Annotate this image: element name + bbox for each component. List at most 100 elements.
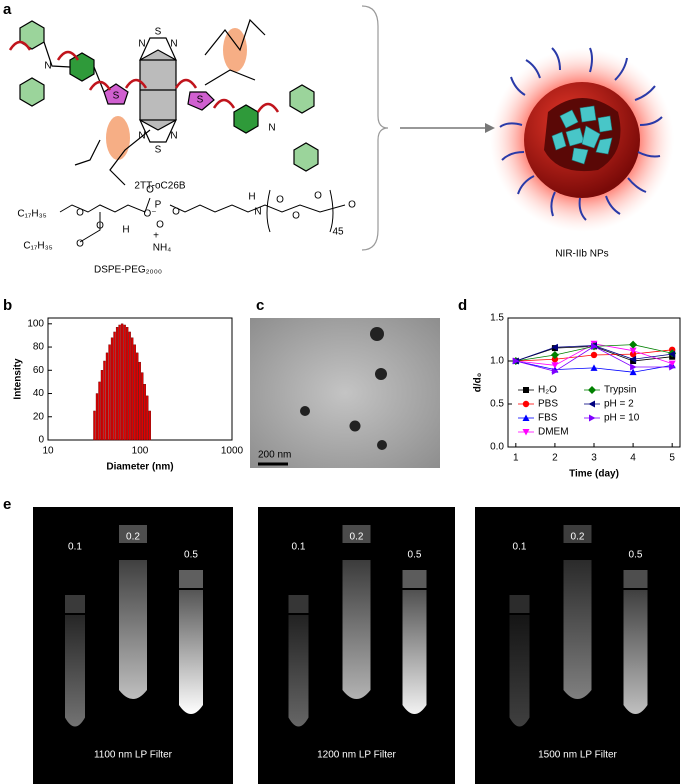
x-tick-label: 5: [669, 453, 675, 464]
brace: [361, 5, 389, 251]
legend-label: pH = 10: [604, 413, 640, 424]
lipid-atom-label: +: [153, 231, 159, 242]
x-axis-label: Time (day): [569, 469, 619, 480]
x-tick-label: 1000: [221, 446, 244, 457]
lipid-atom-label: O: [276, 195, 284, 206]
bar: [133, 344, 136, 441]
tube-cap: [119, 525, 147, 543]
lipid-atom-label: NH₄: [153, 243, 172, 254]
y-tick-label: 0.0: [490, 442, 504, 453]
lipid-atom-label: P: [155, 200, 162, 211]
legend-marker: [522, 429, 530, 436]
atom-label: N: [268, 123, 275, 134]
marker: [590, 364, 598, 371]
nanoparticle: [490, 47, 674, 232]
bar: [98, 381, 101, 441]
legend-label: FBS: [538, 413, 558, 424]
lipid-atom-label: O: [156, 220, 164, 231]
marker: [512, 357, 520, 365]
atom-label: N: [138, 131, 145, 142]
legend-label: H₂O: [538, 385, 557, 396]
molecule-label: 2TT-oC26B: [134, 181, 185, 192]
scale-bar-label: 200 nm: [258, 450, 291, 461]
y-tick-label: 20: [33, 411, 45, 422]
bar: [128, 331, 131, 441]
bar: [120, 323, 124, 441]
bar: [108, 344, 111, 441]
lipid-atom-label: O: [292, 211, 300, 222]
lipid-atom-label: C₁₇H₃₅: [23, 241, 52, 252]
lipid-atom-label: 45: [332, 227, 344, 238]
tube-cap: [65, 595, 85, 613]
marker: [551, 367, 559, 375]
bar: [130, 337, 134, 441]
bar: [115, 327, 119, 441]
tube: [623, 590, 648, 714]
legend-label: DMEM: [538, 427, 569, 438]
tube: [179, 590, 203, 714]
atom-label: S: [113, 91, 120, 102]
tube: [119, 560, 147, 699]
lipid-atom-label: O: [96, 221, 104, 232]
lipid-atom-label: O: [76, 239, 84, 250]
tube-cap: [563, 525, 592, 543]
legend-marker: [588, 386, 596, 394]
legend-label: PBS: [538, 399, 558, 410]
tube: [509, 615, 530, 727]
bar: [146, 395, 149, 441]
tube: [563, 560, 592, 699]
plot-frame: [507, 317, 681, 448]
x-tick-label: 1: [513, 453, 519, 464]
y-tick-label: 0.5: [490, 399, 504, 410]
bar: [141, 372, 144, 441]
concentration-label: 0.5: [629, 550, 643, 561]
y-tick-label: 1.0: [490, 356, 504, 367]
y-axis-label: Intensity: [13, 358, 24, 400]
tube-cap: [509, 595, 530, 613]
legend-marker: [522, 414, 530, 421]
tube-cap: [402, 570, 427, 588]
concentration-label: 0.2: [350, 532, 364, 543]
tube: [65, 615, 85, 727]
marker: [551, 356, 559, 363]
concentration-label: 0.1: [68, 542, 82, 553]
tube-cap: [288, 595, 309, 613]
x-tick-label: 2: [552, 453, 558, 464]
legend-marker: [522, 400, 530, 408]
y-tick-label: 80: [33, 342, 45, 353]
marker: [630, 363, 637, 371]
panel-label: b: [3, 297, 12, 314]
atom-label: N: [138, 39, 145, 50]
imaging-panels: 0.1 0.2 0.5 1100 nm LP Filter 0.1 0.2 0.5 1200 …: [33, 507, 680, 784]
marker: [629, 355, 637, 363]
tube-cap: [623, 570, 648, 588]
marker: [629, 368, 637, 376]
concentration-label: 0.5: [408, 550, 422, 561]
bar: [100, 370, 104, 441]
atom-label: S: [155, 145, 162, 156]
lipid-label: DSPE-PEG₂₀₀₀: [94, 265, 162, 276]
tem-image: [250, 318, 440, 468]
atom-label: N: [170, 131, 177, 142]
lipid-atom-label: H: [248, 192, 255, 203]
tube-cap: [342, 525, 371, 543]
legend-label: pH = 2: [604, 399, 634, 410]
tem-particles: [300, 327, 387, 450]
atom-label: N: [170, 39, 177, 50]
legend-marker: [589, 414, 596, 422]
legend-marker: [523, 387, 529, 393]
x-tick-label: 10: [42, 446, 54, 457]
marker: [629, 347, 637, 355]
marker: [668, 360, 676, 368]
x-axis-label: Diameter (nm): [106, 462, 173, 473]
arrow-head: [485, 123, 495, 133]
marker: [551, 362, 559, 369]
concentration-label: 0.2: [571, 532, 585, 543]
marker: [591, 342, 598, 350]
lipid-atom-label: O: [146, 185, 154, 196]
bar: [136, 352, 139, 441]
panel-label: e: [3, 496, 11, 513]
concentration-label: 0.1: [513, 542, 527, 553]
atom-label: S: [155, 27, 162, 38]
bar: [95, 393, 99, 441]
